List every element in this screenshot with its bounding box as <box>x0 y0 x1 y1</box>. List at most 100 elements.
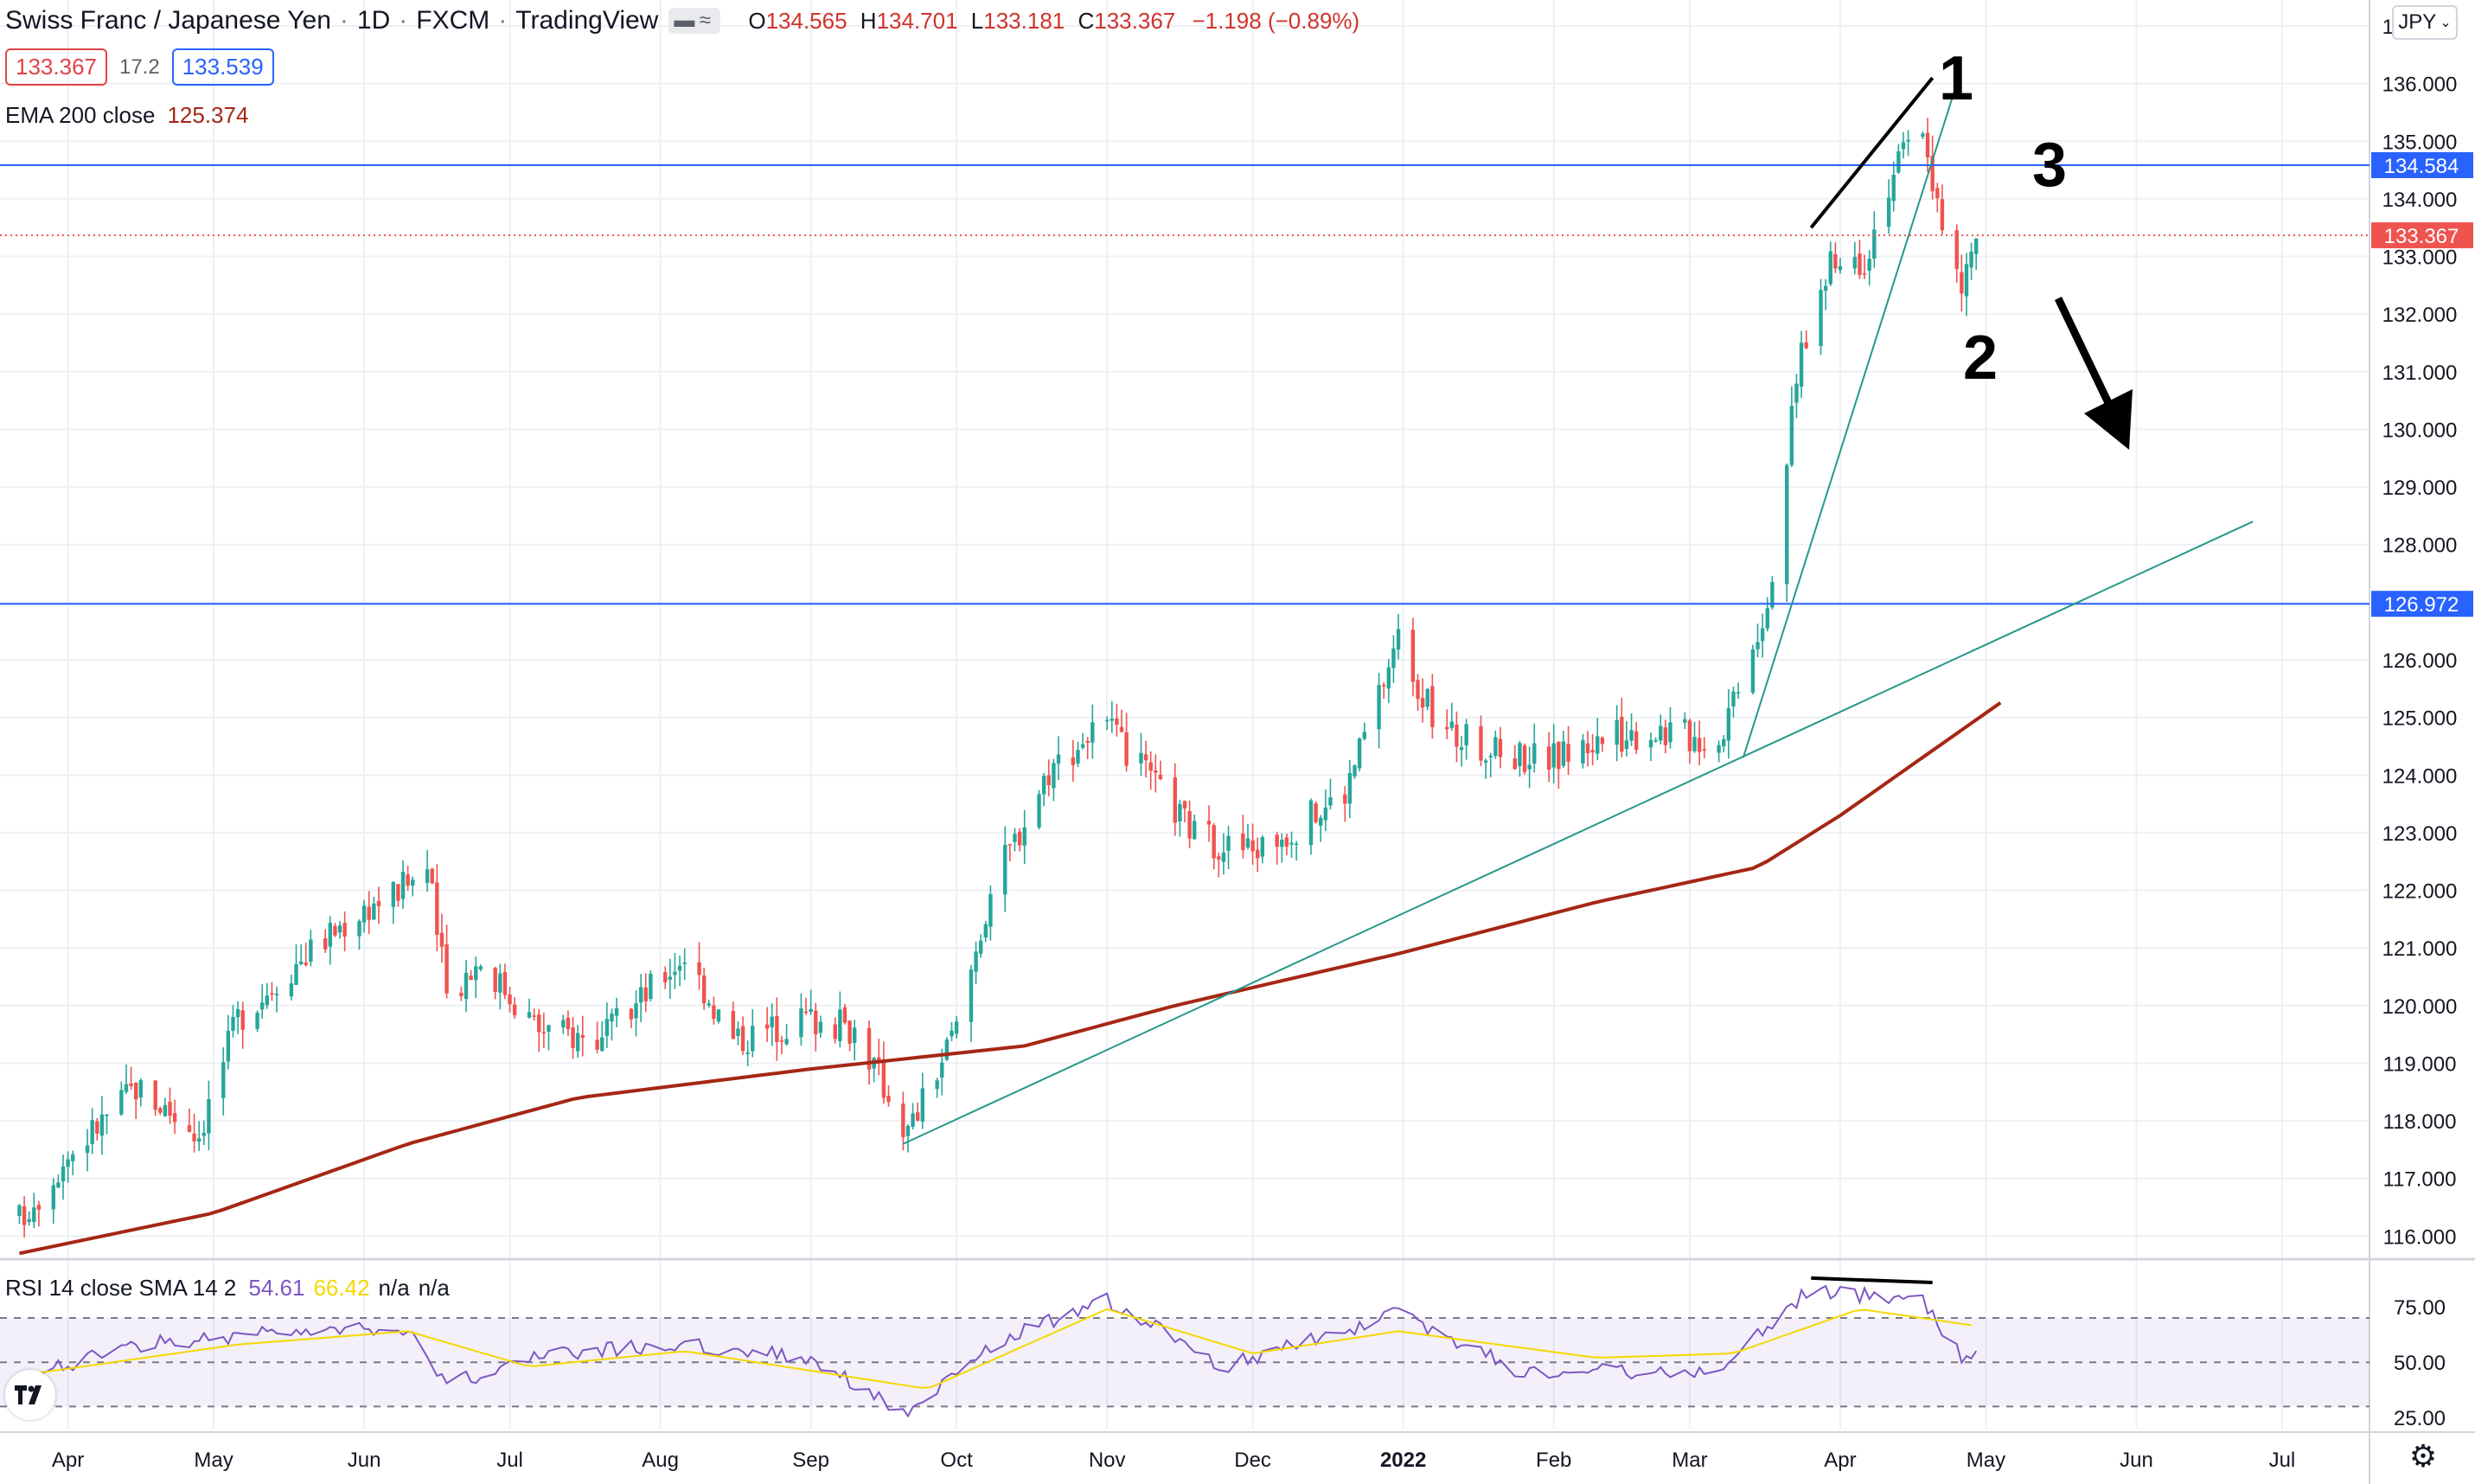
candle-up <box>838 1009 842 1041</box>
candle-down <box>1522 745 1527 772</box>
candle-down <box>1702 749 1706 751</box>
symbol-header[interactable]: Swiss Franc / Japanese Yen · 1D · FXCM ·… <box>5 6 1360 35</box>
candle-up <box>905 1125 911 1136</box>
price-tick-label: 132.000 <box>2382 304 2458 327</box>
candle-down <box>333 925 337 936</box>
candle-down <box>1954 230 1959 269</box>
wave-icon[interactable]: ≈ <box>699 9 711 32</box>
candle-up <box>361 905 367 923</box>
candle-up <box>1347 772 1353 804</box>
candle-down <box>493 968 497 992</box>
candle-down <box>270 993 274 995</box>
candle-up <box>920 1088 925 1122</box>
candle-up <box>1090 722 1095 743</box>
candle-up <box>677 965 682 971</box>
buy-price-button[interactable]: 133.539 <box>171 48 274 86</box>
candle-up <box>138 1079 144 1097</box>
candle-down <box>95 1121 99 1134</box>
price-tick-label: 131.000 <box>2382 361 2458 385</box>
candle-up <box>950 1030 954 1037</box>
candle-up <box>978 940 983 954</box>
candle-up <box>1581 739 1585 764</box>
candle-down <box>508 994 512 1005</box>
minus-icon[interactable]: ▬ <box>674 9 695 32</box>
main-pane <box>17 118 2002 1256</box>
candle-down <box>444 943 449 994</box>
candle-up <box>527 1012 532 1018</box>
candle-down <box>697 962 701 975</box>
tradingview-logo-icon[interactable] <box>5 1370 55 1420</box>
price-tick-label: 119.000 <box>2383 1052 2457 1076</box>
candle-down <box>1343 794 1347 804</box>
exchange: FXCM <box>416 6 490 35</box>
candle-down <box>158 1108 163 1113</box>
ema-legend[interactable]: EMA 200 close 125.374 <box>5 102 248 129</box>
candle-up <box>1104 720 1110 722</box>
gear-icon[interactable]: ⚙ <box>2408 1438 2438 1474</box>
sell-price-button[interactable]: 133.367 <box>5 48 107 86</box>
candle-up <box>1308 800 1314 846</box>
time-tick-label: Apr <box>1824 1449 1856 1472</box>
candle-down <box>304 963 308 965</box>
candle-down <box>1420 697 1425 708</box>
candle-down <box>1546 746 1551 770</box>
candle-up <box>1722 739 1726 746</box>
candle-up <box>561 1020 566 1028</box>
candle-up <box>940 1062 944 1078</box>
price-tick-label: 122.000 <box>2382 880 2458 904</box>
candle-up <box>32 1207 36 1223</box>
rsi-legend[interactable]: RSI 14 close SMA 14 2 54.61 66.42 n/a n/a <box>5 1275 450 1302</box>
candle-down <box>566 1017 571 1029</box>
candle-up <box>614 1007 619 1016</box>
candle-up <box>1785 464 1789 585</box>
symbol-name[interactable]: Swiss Franc / Japanese Yen <box>5 6 331 35</box>
candle-down <box>1663 727 1668 745</box>
candle-down <box>814 1010 818 1034</box>
spread-value: 17.2 <box>118 54 160 79</box>
candle-up <box>231 1016 235 1031</box>
candle-up <box>56 1182 61 1188</box>
candle-up <box>1226 835 1231 851</box>
candle-up <box>1891 175 1896 201</box>
candle-down <box>881 1061 886 1098</box>
candle-down <box>1697 738 1702 752</box>
rsi-sma-value: 66.42 <box>313 1275 370 1301</box>
interval[interactable]: 1D <box>356 6 391 35</box>
candle-up <box>988 893 993 927</box>
candle-up <box>1391 648 1396 668</box>
currency-dropdown[interactable]: JPY ⌄ <box>2392 5 2458 40</box>
candle-down <box>1173 777 1177 823</box>
candle-up <box>85 1145 90 1154</box>
price-axis[interactable]: 116.000 117.000 118.000 119.000 120.000 121.0… <box>2371 16 2473 1430</box>
change-value: −1.198 (−0.89%) <box>1192 7 1360 34</box>
candle-down <box>731 1011 736 1039</box>
time-tick-label: Dec <box>1234 1449 1271 1472</box>
candle-down <box>1416 680 1420 700</box>
candle-up <box>1750 649 1756 693</box>
header-toggle[interactable]: ▬ ≈ <box>668 8 721 34</box>
low-value: 133.181 <box>983 7 1065 34</box>
candle-down <box>1930 156 1935 192</box>
candle-down <box>187 1125 192 1132</box>
candle-up <box>575 1033 580 1052</box>
candle-up <box>1736 692 1741 694</box>
candle-down <box>764 1024 770 1029</box>
candle-down <box>1187 811 1192 839</box>
resistance-line <box>1809 76 1935 229</box>
price-tick-label: 125.000 <box>2382 707 2458 731</box>
price-tick-label: 133.000 <box>2382 246 2458 270</box>
candle-up <box>1056 754 1061 764</box>
candle-up <box>770 1016 774 1027</box>
candle-down <box>1960 272 1964 294</box>
bid-ask-row: 133.367 17.2 133.539 <box>5 48 274 86</box>
candle-up <box>1596 736 1600 754</box>
candle-down <box>1119 726 1124 732</box>
candle-up <box>745 1052 750 1054</box>
candle-up <box>1921 133 1925 138</box>
candle-up <box>1561 741 1566 766</box>
annotation-label: 1 <box>1939 44 1973 113</box>
candle-down <box>1498 739 1503 758</box>
time-axis[interactable]: Apr May Jun Jul Aug Sep Oct Nov Dec 2022 Feb Mar Apr… <box>52 1449 2295 1472</box>
